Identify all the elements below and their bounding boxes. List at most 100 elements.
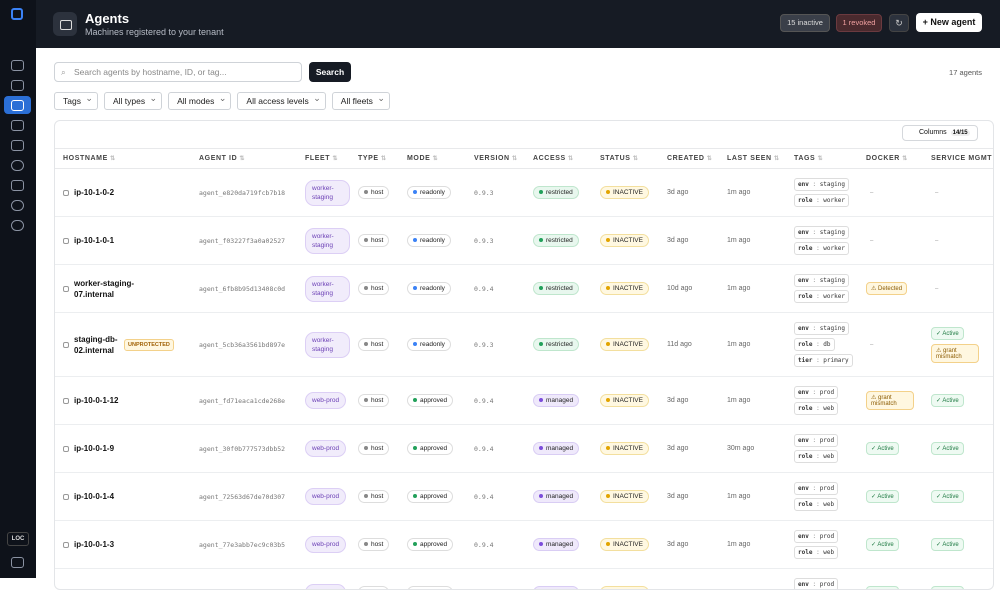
status-dot [364,190,368,194]
status-dot [606,494,610,498]
cell: ip-10-0-1-3 [55,521,191,569]
row-checkbox[interactable] [63,238,69,244]
cell: host [350,313,399,377]
nav-icon[interactable] [11,100,24,111]
locale-badge[interactable]: LOC [7,532,29,546]
type: host [358,394,389,407]
status-dot [539,542,543,546]
new-agent-button[interactable]: + New agent [916,13,982,32]
button-label: Columns [919,129,947,136]
tag: roleweb [794,450,838,463]
row-checkbox[interactable] [63,286,69,292]
row-checkbox[interactable] [63,342,69,348]
column-header[interactable]: LAST SEEN [719,149,786,169]
cell: INACTIVE [592,569,659,590]
row-checkbox[interactable] [63,542,69,548]
hostname[interactable]: ip-10-0-1-3 [74,539,114,550]
tag-value: web [823,453,834,460]
agent-row[interactable]: ip-10-0-1-2agent_b4c3d3c1e148bca4web-pro… [55,569,994,590]
nav-icon[interactable] [11,180,24,191]
tag-value: prod [820,581,834,588]
column-header[interactable]: VERSION [466,149,525,169]
nav-icon[interactable] [11,220,24,231]
cell: 0.9.4 [466,569,525,590]
hostname[interactable]: worker-staging-07.internal [74,278,174,300]
column-header[interactable]: STATUS [592,149,659,169]
page-subtitle: Machines registered to your tenant [85,27,224,37]
row-checkbox[interactable] [63,398,69,404]
tag-key: env [798,277,820,284]
filter-dropdown[interactable]: All fleets [332,92,390,110]
refresh-button[interactable]: ↻ [889,14,909,32]
nav-icon[interactable] [11,140,24,151]
cell: INACTIVE [592,169,659,217]
column-header[interactable]: CREATED [659,149,719,169]
search-button[interactable]: Search [309,62,351,82]
filter-dropdown[interactable]: All modes [168,92,231,110]
column-header[interactable]: AGENT ID [191,149,297,169]
tag-value: worker [823,245,845,252]
column-header[interactable]: ACCESS [525,149,592,169]
column-header[interactable]: TYPE [350,149,399,169]
column-header[interactable]: DOCKER [858,149,923,169]
cell: agent_30f0b777573dbb52 [191,425,297,473]
cell: 1m ago [719,569,786,590]
docker-badge: grant mismatch [866,391,914,410]
filter-dropdown[interactable]: Tags [54,92,98,110]
column-header[interactable]: TAGS [786,149,858,169]
cell: agent_5cb36a3561bd897e [191,313,297,377]
cell: envstagingroleworker [786,265,858,313]
inactive-badge[interactable]: 15 inactive [780,14,830,32]
last-seen: 1m ago [727,341,750,348]
row-checkbox[interactable] [63,494,69,500]
columns-button[interactable]: Columns 14/15 [902,125,978,141]
cell: worker-staging-07.internal [55,265,191,313]
row-checkbox[interactable] [63,446,69,452]
hostname[interactable]: ip-10-1-0-1 [74,235,114,246]
service-badge: Active [931,394,964,407]
row-checkbox[interactable] [63,190,69,196]
nav-icon[interactable] [11,160,24,171]
access: managed [533,538,579,551]
tag-key: env [798,485,820,492]
nav-icon[interactable] [11,557,24,568]
column-header[interactable]: SERVICE MGMT [923,149,994,169]
revoked-badge[interactable]: 1 revoked [836,14,882,32]
service-badge: – [931,236,942,246]
hostname[interactable]: ip-10-0-1-12 [74,395,118,406]
fleet-text: worker-staging [312,281,334,297]
column-header[interactable]: MODE [399,149,466,169]
column-header[interactable]: HOSTNAME [55,149,191,169]
hostname[interactable]: ip-10-0-1-9 [74,443,114,454]
search-input[interactable]: ⌕Search agents by hostname, ID, or tag..… [54,62,302,82]
filter-dropdown[interactable]: All types [104,92,162,110]
created: 3d ago [667,237,688,244]
version: 0.9.4 [474,397,494,405]
nav-icon[interactable] [11,120,24,131]
access-text: restricted [546,189,573,196]
nav-icon[interactable] [11,80,24,91]
hostname[interactable]: staging-db-02.internal [74,334,118,356]
cell: INACTIVE [592,217,659,265]
status-dot [606,446,610,450]
nav-icon[interactable] [11,60,24,71]
hostname[interactable]: ip-10-0-1-4 [74,491,114,502]
header-row: HOSTNAMEAGENT IDFLEETTYPEMODEVERSIONACCE… [55,149,994,169]
page-title: Agents [85,11,129,26]
mode-text: readonly [420,237,445,244]
fleet: web-prod [305,536,346,553]
nav-icon[interactable] [11,200,24,211]
last-seen: 1m ago [727,397,750,404]
hostname[interactable]: ip-10-1-0-2 [74,187,114,198]
filter-dropdown[interactable]: All access levels [237,92,325,110]
column-header[interactable]: FLEET [297,149,350,169]
columns-count: 14/15 [951,130,970,136]
